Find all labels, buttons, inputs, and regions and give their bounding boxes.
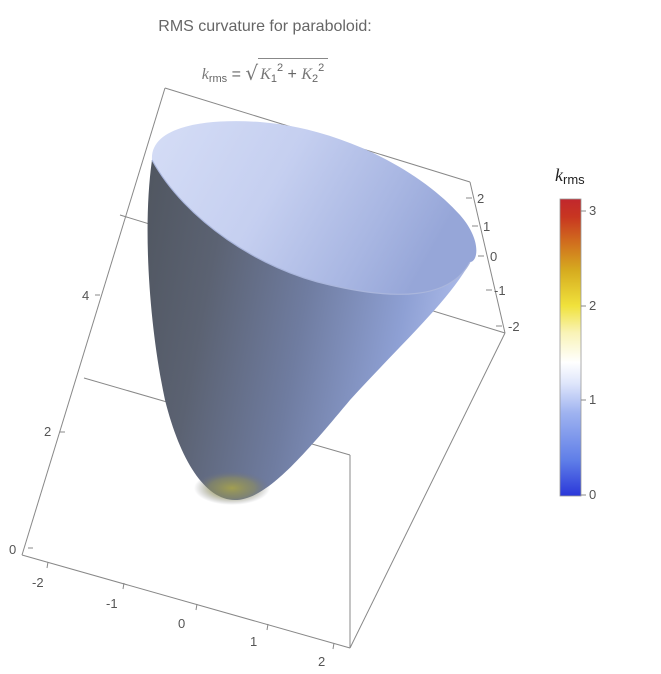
colorbar: [559, 198, 582, 497]
box-edge-bottom-front: [21, 554, 351, 649]
formula-lhs-symbol: k: [201, 66, 209, 83]
paraboloid-outer-shell: [147, 160, 470, 500]
sqrt-radicand: K12 + K22: [258, 58, 329, 88]
colorbar-title-symbol: k: [555, 165, 563, 185]
x-tick-label: -1: [106, 596, 118, 611]
formula-plus: +: [287, 66, 297, 83]
x-tick-label: 0: [178, 616, 185, 631]
y-axis-ticks: [466, 197, 502, 327]
z-tick-label: 0: [9, 542, 16, 557]
box-edge-right-top: [469, 181, 506, 334]
x-tick: [122, 582, 125, 590]
colorbar-legend: 3 2 1 0: [559, 198, 596, 502]
y-tick-label: -1: [494, 283, 506, 298]
colorbar-tick-label: 3: [589, 203, 596, 218]
formula-k1-exp: 2: [276, 62, 284, 74]
colorbar-title: krms: [555, 165, 585, 187]
paraboloid-surface: [147, 121, 477, 505]
formula-k2-exp: 2: [318, 62, 325, 74]
z-tick-label: 2: [44, 424, 51, 439]
colorbar-tick-label: 0: [589, 487, 596, 502]
formula-equals: =: [231, 66, 241, 83]
colorbar-tick-label: 2: [589, 298, 596, 313]
paraboloid-tip-highlight: [194, 471, 270, 505]
box-edge-left-back: [21, 87, 166, 556]
x-tick-label: -2: [32, 575, 44, 590]
formula-k1-sub: 1: [270, 73, 277, 85]
z-tick-label: 4: [82, 288, 89, 303]
x-tick: [266, 623, 269, 631]
sqrt-icon: √: [245, 61, 259, 85]
x-axis-ticks: [46, 561, 335, 650]
paraboloid-inner-opening: [151, 121, 477, 295]
y-tick-label: 0: [490, 249, 497, 264]
formula-k2-sub: 2: [312, 73, 319, 85]
y-tick-label: 1: [483, 219, 490, 234]
z-axis: [28, 294, 100, 549]
plot-title: RMS curvature for paraboloid:: [158, 18, 372, 35]
x-tick: [195, 603, 198, 611]
paraboloid-front-rim: [151, 159, 471, 295]
box-edge-right-front: [349, 332, 506, 649]
x-tick: [46, 561, 49, 569]
y-tick-label: -2: [508, 319, 520, 334]
formula-k2-symbol: K: [301, 66, 313, 83]
y-tick-label: 2: [477, 191, 484, 206]
formula-lhs-sub: rms: [208, 73, 228, 85]
formula-k1-symbol: K: [260, 66, 271, 83]
x-tick-label: 1: [250, 634, 257, 649]
rms-formula: krms = √ K12 + K22: [0, 58, 530, 88]
x-tick: [332, 642, 335, 650]
colorbar-title-sub: rms: [563, 172, 585, 187]
colorbar-tick-label: 1: [589, 392, 596, 407]
x-tick-label: 2: [318, 654, 325, 669]
